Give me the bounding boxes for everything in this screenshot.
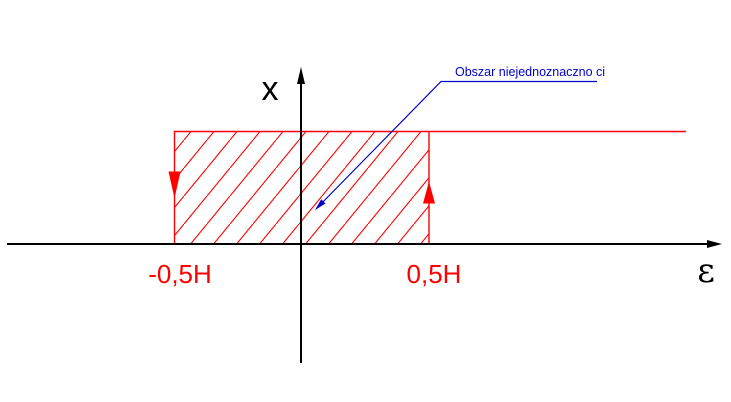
annotation-arrowhead-icon (315, 199, 326, 210)
annotation-leader (315, 80, 597, 210)
vertical-axis-label: x (262, 70, 279, 108)
annotation-label: Obszar niejednoznaczno ci (455, 65, 605, 79)
switch-down-arrow-icon (168, 171, 181, 199)
vertical-axis-x (297, 67, 305, 363)
x-axis-arrowhead-icon (297, 67, 305, 84)
epsilon-axis-arrowhead-icon (707, 240, 722, 248)
positive-threshold-label: 0,5H (407, 259, 462, 289)
negative-threshold-label: -0,5H (148, 259, 212, 289)
horizontal-axis-epsilon (7, 240, 722, 248)
switch-up-arrow-icon (423, 181, 435, 204)
horizontal-axis-label: ε (697, 251, 715, 291)
annotation-leader-line (315, 80, 597, 210)
